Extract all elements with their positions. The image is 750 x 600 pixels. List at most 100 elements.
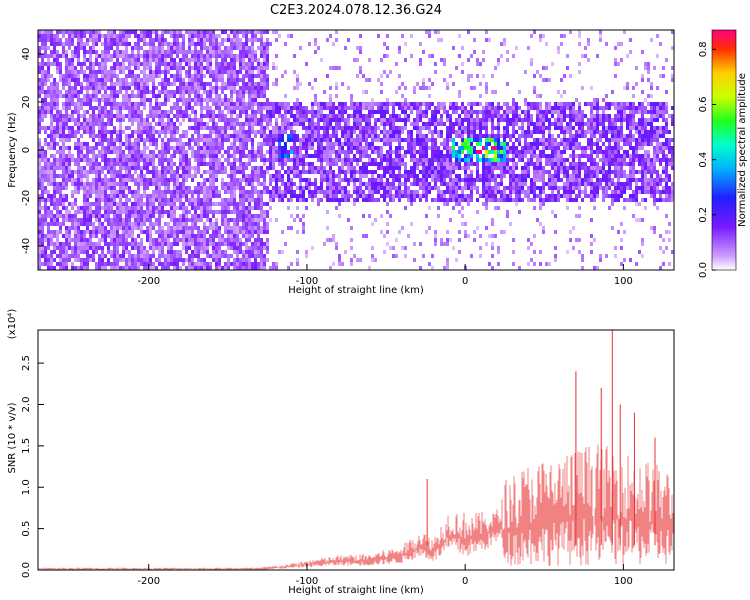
spectrogram-cell <box>176 146 179 150</box>
spectrogram-cell <box>143 266 146 270</box>
spectrogram-cell <box>152 54 155 58</box>
spectrogram-cell <box>374 150 377 154</box>
spectrogram-cell <box>200 250 203 254</box>
spectrogram-cell <box>341 146 344 150</box>
spectrogram-cell <box>176 194 179 198</box>
spectrogram-cell <box>236 82 239 86</box>
spectrogram-cell <box>221 90 224 94</box>
spectrogram-cell <box>374 138 377 142</box>
spectrogram-cell <box>209 154 212 158</box>
spectrogram-cell <box>317 170 320 174</box>
spectrogram-cell <box>56 162 59 166</box>
spectrogram-cell <box>251 242 254 246</box>
spectrogram-cell <box>83 50 86 54</box>
spectrogram-cell <box>170 66 173 70</box>
spectrogram-cell <box>194 170 197 174</box>
spectrogram-cell <box>350 194 353 198</box>
spectrogram-cell <box>65 250 68 254</box>
spectrogram-cell <box>128 66 131 70</box>
spectrogram-cell <box>65 74 68 78</box>
spectrogram-cell <box>209 38 212 42</box>
spectrogram-cell <box>356 198 359 202</box>
spectrogram-cell <box>152 174 155 178</box>
spectrogram-cell <box>107 214 110 218</box>
spectrogram-cell <box>158 94 161 98</box>
spectrogram-cell <box>233 30 236 34</box>
spectrogram-cell <box>110 226 113 230</box>
spectrogram-cell <box>182 98 185 102</box>
spectrogram-cell <box>119 226 122 230</box>
spectrogram-cell <box>95 34 98 38</box>
spectrogram-cell <box>305 134 308 138</box>
spectrogram-cell <box>305 150 308 154</box>
spectrogram-cell <box>221 250 224 254</box>
spectrogram-cell <box>161 210 164 214</box>
spectrogram-cell <box>419 178 422 182</box>
spectrogram-cell <box>161 162 164 166</box>
spectrogram-cell <box>344 102 347 106</box>
spectrogram-cell <box>146 146 149 150</box>
spectrogram-cell <box>74 118 77 122</box>
spectrogram-cell <box>185 30 188 34</box>
spectrogram-cell <box>323 158 326 162</box>
spectrogram-cell <box>185 106 188 110</box>
spectrogram-cell <box>197 146 200 150</box>
spectrogram-cell <box>425 158 428 162</box>
spectrogram-cell <box>296 114 299 118</box>
spectrogram-cell <box>149 78 152 82</box>
spectrogram-cell <box>209 174 212 178</box>
spectrogram-cell <box>326 210 329 214</box>
spectrogram-cell <box>95 118 98 122</box>
spectrogram-cell <box>47 262 50 266</box>
spectrogram-cell <box>206 98 209 102</box>
spectrogram-cell <box>152 70 155 74</box>
spectrogram-cell <box>215 242 218 246</box>
spectrogram-cell <box>56 142 59 146</box>
spectrogram-cell <box>41 214 44 218</box>
spectrogram-cell <box>149 206 152 210</box>
spectrogram-cell <box>44 74 47 78</box>
spectrogram-cell <box>89 170 92 174</box>
spectrogram-cell <box>371 146 374 150</box>
spectrogram-cell <box>101 54 104 58</box>
spectrogram-cell <box>188 30 191 34</box>
spectrogram-cell <box>65 114 68 118</box>
spectrogram-cell <box>68 90 71 94</box>
spectrogram-cell <box>104 190 107 194</box>
spectrogram-cell <box>377 110 380 114</box>
spectrogram-cell <box>56 210 59 214</box>
spectrogram-cell <box>212 122 215 126</box>
spectrogram-cell <box>125 206 128 210</box>
spectrogram-cell <box>89 182 92 186</box>
spectrogram-cell <box>233 54 236 58</box>
spectrogram-cell <box>140 178 143 182</box>
spectrogram-cell <box>368 178 371 182</box>
spectrogram-cell <box>167 234 170 238</box>
spectrogram-cell <box>86 218 89 222</box>
spectrogram-cell <box>113 98 116 102</box>
spectrogram-cell <box>128 158 131 162</box>
spectrogram-cell <box>173 50 176 54</box>
spectrogram-cell <box>299 114 302 118</box>
spectrogram-cell <box>410 54 413 58</box>
spectrogram-cell <box>158 182 161 186</box>
spectrogram-cell <box>272 186 275 190</box>
spectrogram-cell <box>224 202 227 206</box>
spectrogram-cell <box>233 58 236 62</box>
spectrogram-cell <box>59 118 62 122</box>
spectrogram-cell <box>38 182 41 186</box>
spectrogram-cell <box>266 150 269 154</box>
spectrogram-cell <box>395 166 398 170</box>
spectrogram-cell <box>113 130 116 134</box>
spectrogram-cell <box>206 94 209 98</box>
spectrogram-cell <box>110 206 113 210</box>
spectrogram-cell <box>284 94 287 98</box>
spectrogram-cell <box>344 138 347 142</box>
spectrogram-cell <box>239 66 242 70</box>
spectrogram-cell <box>179 266 182 270</box>
spectrogram-cell <box>170 158 173 162</box>
spectrogram-cell <box>308 162 311 166</box>
spectrogram-cell <box>188 162 191 166</box>
spectrogram-cell <box>197 198 200 202</box>
spectrogram-cell <box>302 138 305 142</box>
